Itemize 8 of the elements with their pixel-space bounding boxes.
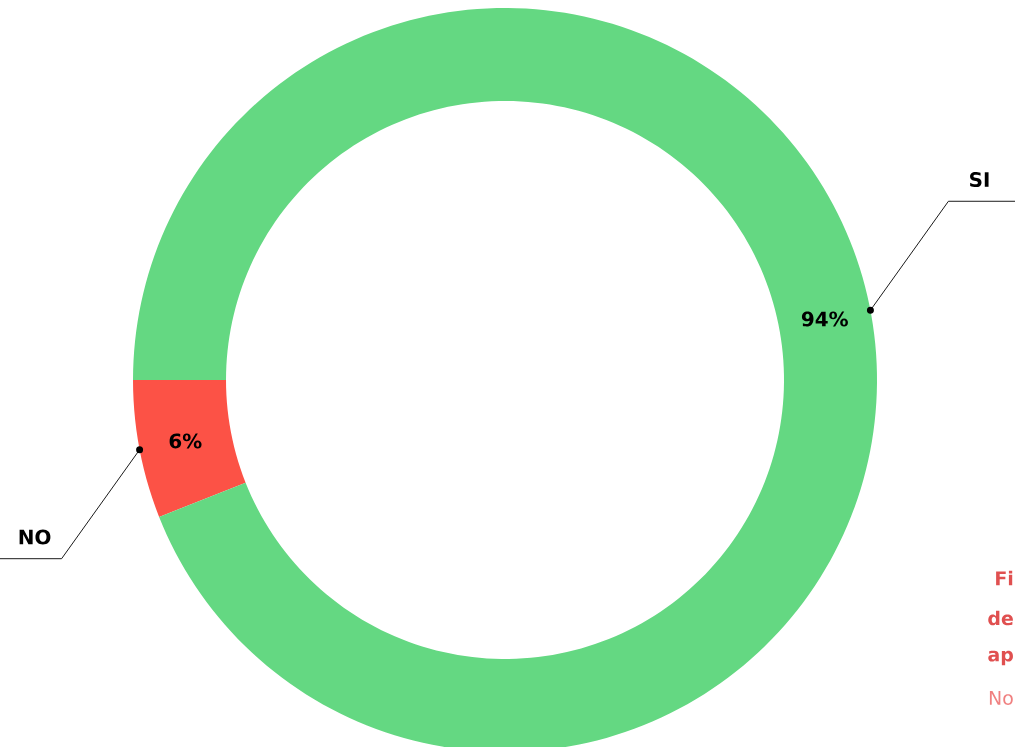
text: de — [988, 610, 1013, 626]
slice-label: SI — [970, 172, 989, 188]
text: Fi — [996, 570, 1013, 586]
text: No — [989, 690, 1013, 706]
slice-label: NO — [19, 529, 51, 545]
data-label: 94% — [801, 311, 848, 327]
data-label: 6% — [169, 433, 202, 449]
text: ap — [988, 650, 1013, 666]
